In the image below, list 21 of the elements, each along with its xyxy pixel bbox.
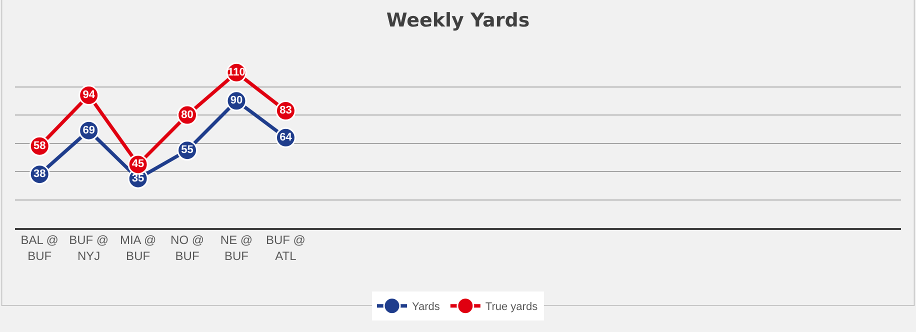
chart-title: Weekly Yards <box>386 10 530 32</box>
x-tick-label: BUF @ NYJ <box>69 233 109 263</box>
data-label: 55 <box>181 144 194 156</box>
data-label: 90 <box>230 94 243 107</box>
data-label: 83 <box>280 104 292 117</box>
x-tick-label: NE @ BUF <box>220 233 253 263</box>
data-label: 80 <box>181 108 194 121</box>
data-label: 38 <box>33 168 46 180</box>
x-tick-label: BAL @ BUF <box>20 233 58 263</box>
legend-label: True yards <box>485 301 538 314</box>
x-tick-label: MIA @ BUF <box>120 233 156 263</box>
data-label: 94 <box>82 89 96 102</box>
legend-label: Yards <box>412 301 440 314</box>
data-label: 58 <box>33 140 46 152</box>
data-label: 64 <box>280 131 293 144</box>
data-label: 45 <box>132 158 144 170</box>
data-label: 110 <box>228 66 246 78</box>
data-label: 35 <box>132 172 144 184</box>
data-label: 69 <box>82 124 95 136</box>
x-tick-label: NO @ BUF <box>170 233 204 263</box>
x-tick-label: BUF @ ATL <box>266 233 306 263</box>
